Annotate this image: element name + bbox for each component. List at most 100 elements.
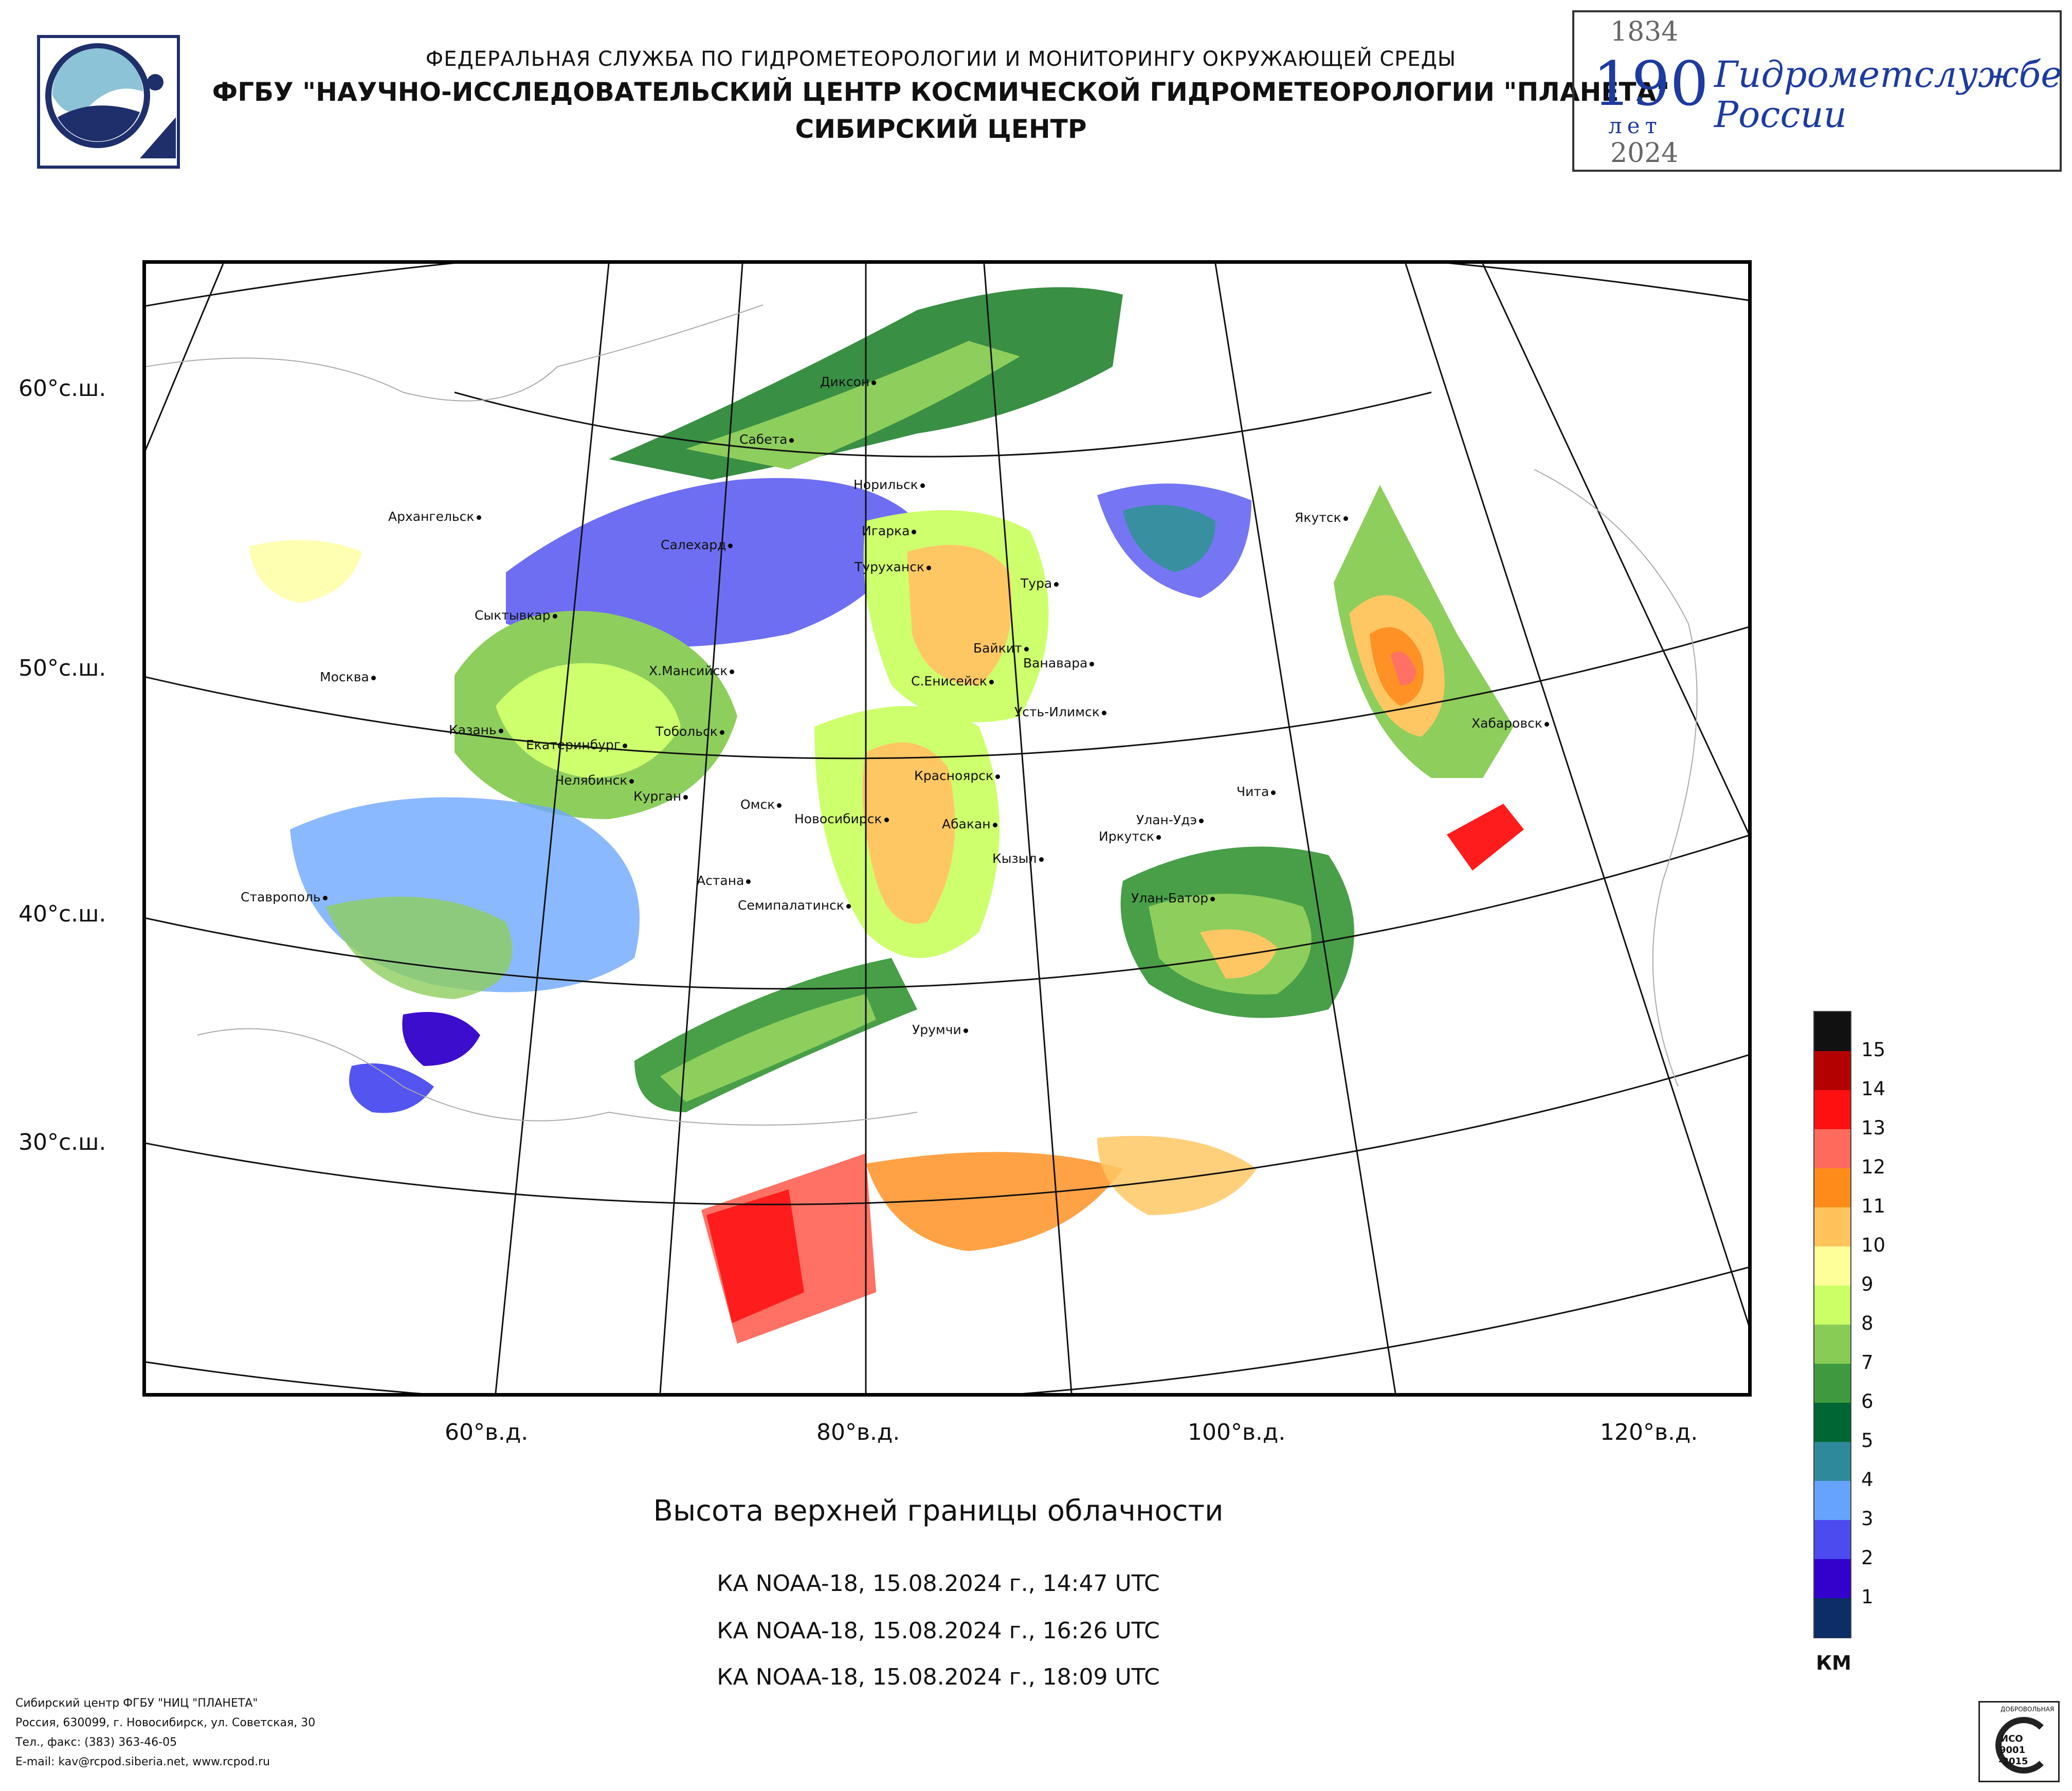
legend-label: 10 (1861, 1234, 1886, 1256)
city-label: Урумчи (912, 1022, 968, 1037)
legend-label: 11 (1861, 1195, 1886, 1217)
cert-line-1: ДОБРОВОЛЬНАЯ (2001, 1706, 2055, 1713)
legend-swatch (1814, 1481, 1850, 1521)
legend-swatch (1814, 1051, 1850, 1091)
footer-phone: Тел., факс: (383) 363-46-05 (15, 1736, 177, 1749)
city-label: Ванавара (1023, 656, 1095, 671)
certification-badge: ДОБРОВОЛЬНАЯ ИСО 9001 -2015 (1978, 1701, 2060, 1782)
city-label: Тобольск (656, 724, 724, 739)
legend-label: 14 (1861, 1078, 1886, 1100)
legend-label: 8 (1861, 1312, 1874, 1334)
legend-label: 9 (1861, 1273, 1874, 1295)
lat-label-40: 40°с.ш. (19, 901, 106, 927)
city-label: Сыктывкар (475, 608, 557, 623)
city-label: Новосибирск (794, 811, 889, 826)
legend-label: 4 (1861, 1469, 1874, 1491)
city-label: Х.Мансийск (649, 663, 735, 678)
header-center: СИБИРСКИЙ ЦЕНТР (795, 114, 1087, 144)
lon-label-100: 100°в.д. (1188, 1419, 1286, 1445)
legend-swatch (1814, 1246, 1850, 1286)
city-label: Чита (1237, 784, 1276, 799)
anniversary-number: 190 (1593, 48, 1709, 119)
city-label: Архангельск (388, 509, 481, 524)
city-label: Челябинск (555, 773, 634, 788)
anniversary-text-2: России (1714, 94, 1847, 136)
city-label: Сабета (739, 432, 794, 447)
footer-address: Россия, 630099, г. Новосибирск, ул. Сове… (15, 1716, 316, 1729)
legend-swatch (1814, 1168, 1850, 1208)
lon-label-120: 120°в.д. (1600, 1419, 1698, 1445)
map-title: Высота верхней границы облачности (653, 1494, 1224, 1528)
legend-label: 6 (1861, 1390, 1874, 1413)
legend-swatch (1814, 1286, 1850, 1325)
legend-label: 12 (1861, 1156, 1886, 1178)
legend-color-bar (1813, 1011, 1851, 1638)
legend-unit: КМ (1816, 1652, 1851, 1674)
city-label: Улан-Удэ (1136, 812, 1204, 827)
legend-swatch (1814, 1325, 1850, 1364)
header-institute: ФГБУ "НАУЧНО-ИССЛЕДОВАТЕЛЬСКИЙ ЦЕНТР КОС… (212, 77, 1670, 107)
cert-line-2: ИСО (2001, 1733, 2023, 1744)
cert-line-4: -2015 (1998, 1756, 2028, 1767)
city-label: Байкит (973, 641, 1029, 656)
legend-label: 3 (1861, 1508, 1874, 1530)
anniversary-year-end: 2024 (1610, 138, 1679, 169)
city-label: Екатеринбург (526, 737, 627, 752)
cloud-top-map (142, 260, 1752, 1397)
anniversary-years-word: лет (1608, 113, 1662, 138)
city-label: Диксон (820, 374, 877, 389)
graticule (146, 264, 1748, 1393)
city-label: Москва (320, 670, 376, 684)
city-label: Красноярск (914, 768, 1001, 783)
legend-swatch (1814, 1442, 1850, 1481)
satellite-pass-3: КА NOAA-18, 15.08.2024 г., 18:09 UTC (717, 1664, 1160, 1690)
anniversary-text-1: Гидрометслужбе (1714, 53, 2062, 96)
planeta-logo (37, 35, 180, 169)
city-label: Ставрополь (241, 890, 328, 904)
city-label: С.Енисейск (911, 674, 994, 689)
lat-label-30: 30°с.ш. (19, 1129, 106, 1155)
city-label: Хабаровск (1471, 716, 1549, 731)
city-label: Игарка (862, 523, 917, 538)
legend-swatch (1814, 1129, 1850, 1169)
city-label: Туруханск (855, 559, 932, 574)
legend-label: 1 (1861, 1586, 1874, 1608)
anniversary-badge: 1834 190 лет 2024 Гидрометслужбе России (1572, 10, 2062, 172)
legend-label: 5 (1861, 1430, 1874, 1452)
legend-swatch (1814, 1090, 1850, 1130)
cert-line-3: 9001 (2000, 1745, 2026, 1756)
header-agency: ФЕДЕРАЛЬНАЯ СЛУЖБА ПО ГИДРОМЕТЕОРОЛОГИИ … (425, 47, 1457, 71)
map-canvas (146, 264, 1748, 1393)
footer-contacts: E-mail: kav@rcpod.siberia.net, www.rcpod… (15, 1756, 270, 1768)
lon-label-60: 60°в.д. (445, 1419, 529, 1445)
city-label: Абакан (942, 817, 997, 831)
city-label: Норильск (853, 477, 925, 492)
city-label: Усть-Илимск (1014, 704, 1106, 719)
legend-swatch (1814, 1012, 1850, 1052)
anniversary-year-start: 1834 (1610, 16, 1679, 47)
satellite-pass-1: КА NOAA-18, 15.08.2024 г., 14:47 UTC (717, 1570, 1160, 1597)
city-label: Тура (1021, 576, 1059, 591)
lon-label-80: 80°в.д. (816, 1419, 900, 1445)
legend-swatch (1814, 1403, 1850, 1442)
legend-swatch (1814, 1364, 1850, 1403)
city-label: Кызыл (992, 851, 1044, 866)
legend-label: 7 (1861, 1351, 1874, 1373)
city-label: Салехард (661, 537, 733, 552)
legend-label: 15 (1861, 1039, 1886, 1061)
city-label: Казань (449, 722, 503, 737)
city-label: Курган (633, 789, 688, 804)
coastlines (146, 304, 1698, 1126)
footer-org: Сибирский центр ФГБУ "НИЦ "ПЛАНЕТА" (15, 1697, 258, 1710)
legend-swatch (1814, 1520, 1850, 1560)
legend-swatch (1814, 1207, 1850, 1247)
city-label: Якутск (1295, 510, 1348, 525)
legend-label: 13 (1861, 1117, 1886, 1139)
city-label: Улан-Батор (1131, 891, 1215, 906)
satellite-pass-2: КА NOAA-18, 15.08.2024 г., 16:26 UTC (717, 1618, 1160, 1644)
legend-label: 2 (1861, 1547, 1874, 1569)
legend-swatch (1814, 1598, 1850, 1638)
lat-label-50: 50°с.ш. (19, 655, 106, 681)
lat-label-60: 60°с.ш. (19, 375, 106, 402)
city-label: Семипалатинск (738, 898, 851, 913)
